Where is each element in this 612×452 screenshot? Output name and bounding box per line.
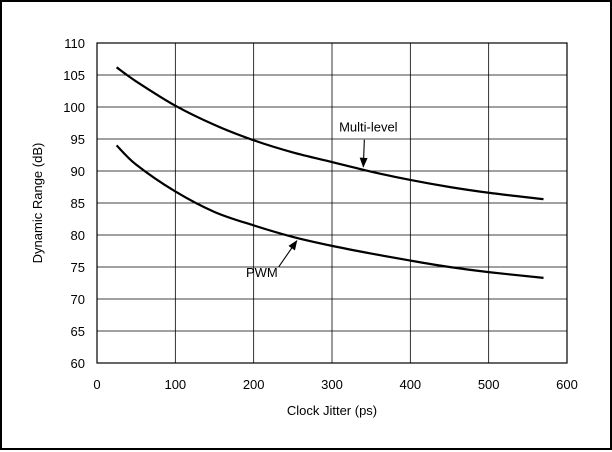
y-axis-ticks: 60 65 70 75 80 85 90 95 100 105 110	[63, 36, 85, 371]
y-tick-label-4: 80	[71, 228, 85, 243]
y-tick-label-2: 70	[71, 292, 85, 307]
y-axis-label: Dynamic Range (dB)	[30, 143, 45, 264]
grid-lines	[96, 42, 568, 364]
x-tick-label-2: 200	[243, 377, 265, 392]
x-tick-label-0: 0	[93, 377, 100, 392]
y-tick-label-1: 65	[71, 324, 85, 339]
x-tick-label-4: 400	[399, 377, 421, 392]
x-tick-label-3: 300	[321, 377, 343, 392]
x-tick-label-1: 100	[164, 377, 186, 392]
x-tick-label-6: 600	[556, 377, 578, 392]
annotation-arrow-0	[359, 139, 368, 168]
series-line-multi-level	[115, 66, 544, 201]
y-tick-label-10: 110	[64, 36, 85, 51]
y-tick-label-6: 90	[71, 164, 85, 179]
x-tick-label-5: 500	[478, 377, 500, 392]
y-tick-label-7: 95	[71, 132, 85, 147]
annotations: Multi-level PWM	[246, 120, 398, 280]
series-lines	[115, 66, 544, 279]
y-tick-label-0: 60	[71, 356, 85, 371]
annotation-arrow-1	[278, 239, 298, 268]
y-tick-label-5: 85	[71, 196, 85, 211]
y-tick-label-3: 75	[71, 260, 85, 275]
series-line-pwm	[115, 144, 544, 279]
annotation-label-0: Multi-level	[339, 120, 398, 135]
y-tick-label-9: 105	[63, 68, 85, 83]
annotation-label-1: PWM	[246, 265, 278, 280]
y-tick-label-8: 100	[63, 100, 85, 115]
x-axis-ticks: 0 100 200 300 400 500 600	[93, 377, 577, 392]
plot-area-border	[96, 42, 568, 364]
x-axis-label: Clock Jitter (ps)	[287, 403, 377, 418]
